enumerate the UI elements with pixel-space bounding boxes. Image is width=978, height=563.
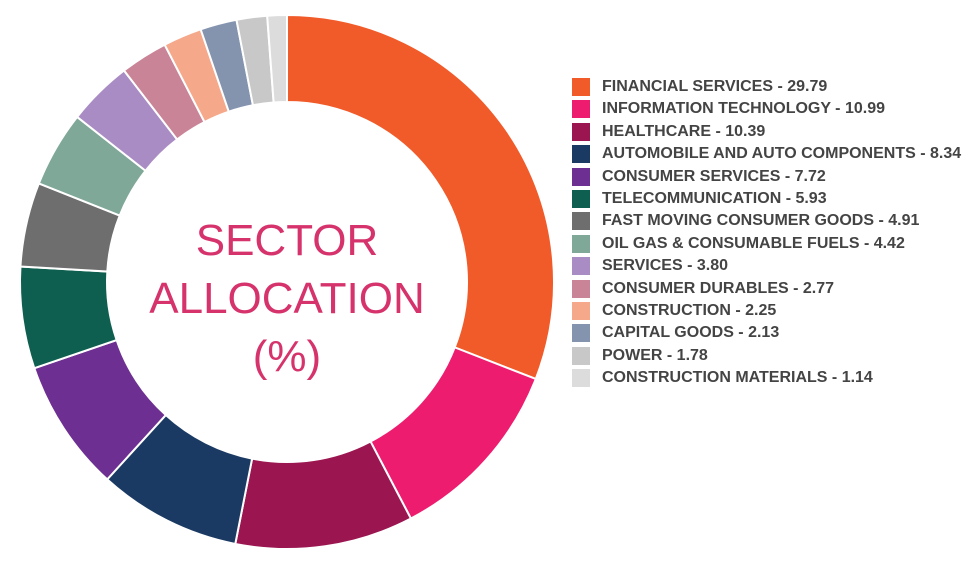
legend-label: POWER - 1.78 [602,346,708,364]
legend-label: CONSUMER SERVICES - 7.72 [602,167,826,185]
legend-swatch [572,234,590,253]
donut-slice [266,13,288,104]
legend-swatch [572,302,590,321]
legend-item: SERVICES - 3.80 [572,255,972,277]
legend-swatch [572,279,590,298]
legend-label: CONSTRUCTION MATERIALS - 1.14 [602,369,873,387]
legend-swatch [572,167,590,186]
legend-label: FINANCIAL SERVICES - 29.79 [602,78,828,95]
chart-title: SECTOR ALLOCATION (%) [149,216,425,381]
legend-label: CAPITAL GOODS - 2.13 [602,324,780,342]
legend-item: CAPITAL GOODS - 2.13 [572,322,972,344]
legend-label: CONSTRUCTION - 2.25 [602,302,777,320]
legend-label: HEALTHCARE - 10.39 [602,122,766,140]
legend-item: CONSTRUCTION MATERIALS - 1.14 [572,367,972,389]
legend-label: CONSUMER DURABLES - 2.77 [602,279,835,297]
legend-swatch [572,100,590,119]
legend-swatch [572,257,590,276]
legend-item: FAST MOVING CONSUMER GOODS - 4.91 [572,210,972,232]
legend-item: HEALTHCARE - 10.39 [572,121,972,143]
legend-swatch [572,190,590,209]
legend-swatch [572,346,590,365]
legend-item: POWER - 1.78 [572,345,972,367]
legend-swatch [572,145,590,164]
legend-swatch [572,212,590,231]
legend-item: CONSUMER DURABLES - 2.77 [572,278,972,300]
legend-label: INFORMATION TECHNOLOGY - 10.99 [602,100,885,118]
legend-label: TELECOMMUNICATION - 5.93 [602,190,827,208]
legend-label: OIL GAS & CONSUMABLE FUELS - 4.42 [602,234,905,252]
legend-item: CONSUMER SERVICES - 7.72 [572,166,972,188]
legend-item: TELECOMMUNICATION - 5.93 [572,188,972,210]
donut-slice [286,13,555,381]
legend-label: AUTOMOBILE AND AUTO COMPONENTS - 8.34 [602,145,962,163]
legend-swatch [572,369,590,388]
legend-swatch [572,324,590,343]
legend-item: OIL GAS & CONSUMABLE FUELS - 4.42 [572,233,972,255]
legend-swatch [572,122,590,141]
legend: FINANCIAL SERVICES - 29.79 INFORMATION TE… [572,76,972,390]
legend-item: INFORMATION TECHNOLOGY - 10.99 [572,98,972,120]
legend-label: FAST MOVING CONSUMER GOODS - 4.91 [602,212,920,230]
legend-label: SERVICES - 3.80 [602,257,728,275]
legend-item: AUTOMOBILE AND AUTO COMPONENTS - 8.34 [572,143,972,165]
legend-swatch [572,78,590,96]
legend-item: CONSTRUCTION - 2.25 [572,300,972,322]
legend-item: FINANCIAL SERVICES - 29.79 [572,76,972,98]
